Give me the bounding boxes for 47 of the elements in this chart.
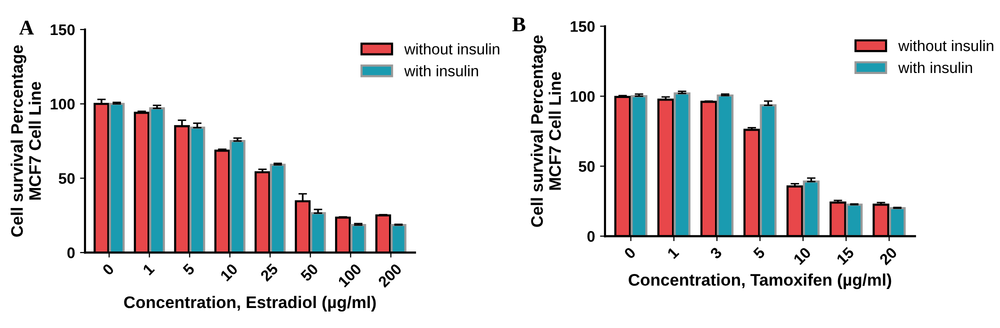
y-tick-label: 50 bbox=[58, 173, 75, 184]
bar bbox=[846, 204, 863, 236]
bar bbox=[350, 224, 366, 253]
x-tick-label: 0 bbox=[624, 246, 636, 260]
y-tick-label: 150 bbox=[50, 24, 75, 36]
y-tick-label: 0 bbox=[587, 231, 595, 242]
legend-label: without insulin bbox=[898, 40, 994, 52]
legend-label: without insulin bbox=[404, 43, 500, 54]
chart-title: A bbox=[19, 20, 34, 35]
x-tick-label: 20 bbox=[878, 246, 898, 266]
bar bbox=[390, 224, 406, 253]
y-tick-label: 100 bbox=[570, 91, 595, 102]
legend-label: with insulin bbox=[404, 65, 478, 76]
bar bbox=[189, 126, 206, 253]
x-tick-label: 5 bbox=[182, 262, 196, 276]
chart-title: B bbox=[512, 18, 526, 32]
x-tick-label: 10 bbox=[220, 263, 238, 282]
x-tick-label: 200 bbox=[377, 263, 402, 288]
legend-label: with insulin bbox=[898, 62, 972, 74]
x-tick-label: 25 bbox=[260, 262, 279, 282]
bar bbox=[674, 92, 690, 236]
bar bbox=[108, 102, 125, 253]
y-tick-label: 150 bbox=[570, 21, 595, 32]
x-tick-label: 15 bbox=[836, 246, 855, 266]
bar bbox=[630, 95, 648, 236]
bar bbox=[888, 207, 906, 236]
bar bbox=[716, 94, 734, 236]
bar bbox=[310, 212, 326, 253]
bar bbox=[230, 140, 246, 253]
x-tick-label: 5 bbox=[752, 246, 766, 260]
bar bbox=[802, 180, 820, 236]
x-tick-label: 1 bbox=[142, 262, 155, 276]
y-axis-title: Cell survival Percentage MCF7 Cell Line bbox=[530, 35, 561, 227]
x-tick-label: 10 bbox=[792, 246, 812, 266]
x-axis-title: Concentration, Tamoxifen (µg/ml) bbox=[628, 274, 892, 290]
y-tick-label: 50 bbox=[578, 161, 595, 172]
x-axis-title: Concentration, Estradiol (µg/ml) bbox=[124, 296, 376, 312]
bar bbox=[149, 107, 165, 253]
y-tick-label: 100 bbox=[50, 98, 75, 110]
x-tick-label: 1 bbox=[666, 246, 680, 260]
x-tick-label: 0 bbox=[102, 263, 115, 276]
x-tick-label: 3 bbox=[709, 246, 722, 260]
bar bbox=[760, 104, 777, 236]
x-tick-label: 50 bbox=[300, 263, 319, 282]
bar bbox=[270, 164, 286, 253]
x-tick-label: 100 bbox=[338, 263, 362, 288]
y-axis-title: Cell survival Percentage MCF7 Cell Line bbox=[10, 45, 41, 237]
